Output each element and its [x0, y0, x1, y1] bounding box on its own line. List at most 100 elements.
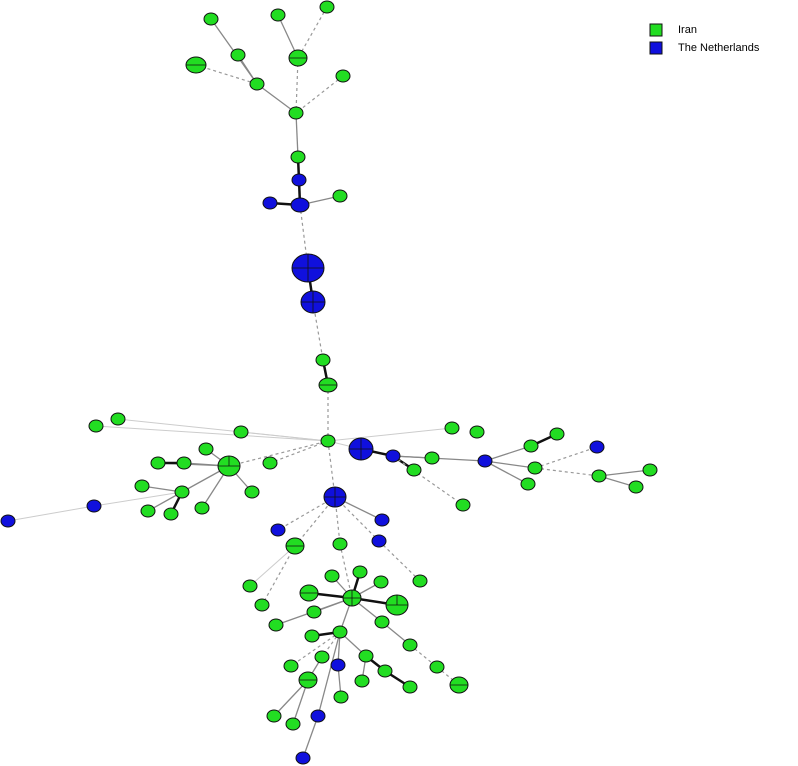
edge — [484, 460, 529, 485]
node — [198, 442, 214, 456]
legend-label: The Netherlands — [678, 42, 760, 54]
edge — [484, 445, 532, 462]
node — [330, 658, 346, 672]
node — [134, 479, 150, 493]
node — [304, 629, 320, 643]
node — [354, 674, 370, 688]
edge — [436, 666, 460, 686]
node — [320, 434, 336, 448]
node — [332, 537, 348, 551]
edge — [598, 469, 651, 477]
edge — [534, 467, 600, 477]
node — [268, 618, 284, 632]
node — [377, 664, 393, 678]
edge — [249, 545, 296, 587]
node — [335, 69, 351, 83]
node — [406, 463, 422, 477]
node — [520, 477, 536, 491]
node — [469, 425, 485, 439]
node — [358, 649, 374, 663]
node — [262, 196, 278, 210]
edge — [299, 204, 309, 269]
node — [523, 439, 539, 453]
edge — [277, 496, 336, 531]
edge — [484, 460, 536, 469]
edge — [534, 446, 598, 469]
node — [254, 598, 270, 612]
node — [319, 0, 335, 14]
node — [333, 690, 349, 704]
node — [0, 514, 16, 528]
node — [424, 451, 440, 465]
edge — [195, 64, 258, 85]
node — [249, 77, 265, 91]
node — [591, 469, 607, 483]
node — [244, 485, 260, 499]
node — [295, 751, 311, 765]
edge — [240, 431, 329, 442]
legend-swatch — [649, 41, 663, 55]
edge — [297, 6, 328, 59]
nodes — [0, 0, 658, 765]
node — [527, 461, 543, 475]
node — [270, 8, 286, 22]
node — [176, 456, 192, 470]
node — [314, 650, 330, 664]
node — [642, 463, 658, 477]
node — [150, 456, 166, 470]
node — [412, 574, 428, 588]
node — [589, 440, 605, 454]
node — [290, 150, 306, 164]
node — [291, 173, 307, 187]
node — [233, 425, 249, 439]
edge — [261, 545, 296, 606]
edge — [312, 301, 324, 361]
node — [310, 709, 326, 723]
node — [230, 48, 246, 62]
node — [203, 12, 219, 26]
node — [352, 565, 368, 579]
legend-swatch — [649, 23, 663, 37]
node — [315, 353, 331, 367]
node — [444, 421, 460, 435]
node — [477, 454, 493, 468]
node — [628, 480, 644, 494]
node — [163, 507, 179, 521]
node — [332, 625, 348, 639]
edge — [256, 83, 297, 114]
edge — [7, 505, 95, 522]
node — [283, 659, 299, 673]
legend-label: Iran — [678, 24, 697, 36]
node — [266, 709, 282, 723]
node — [306, 605, 322, 619]
node — [88, 419, 104, 433]
node — [455, 498, 471, 512]
edge — [392, 455, 464, 506]
node — [402, 680, 418, 694]
edge — [93, 491, 183, 507]
edge — [295, 75, 344, 114]
node — [385, 449, 401, 463]
node — [549, 427, 565, 441]
edge — [378, 540, 421, 582]
edge — [294, 496, 336, 547]
edge — [290, 631, 341, 667]
node — [402, 638, 418, 652]
node — [242, 579, 258, 593]
node — [285, 717, 301, 731]
edge — [302, 715, 319, 759]
node — [86, 499, 102, 513]
node — [290, 197, 310, 213]
node — [429, 660, 445, 674]
node — [110, 412, 126, 426]
edge — [295, 112, 299, 158]
edge — [95, 425, 329, 442]
edge — [334, 496, 380, 542]
node — [374, 513, 390, 527]
node — [194, 501, 210, 515]
node — [324, 569, 340, 583]
edge — [228, 440, 329, 467]
legend: Iran The Netherlands — [649, 23, 760, 55]
node — [262, 456, 278, 470]
